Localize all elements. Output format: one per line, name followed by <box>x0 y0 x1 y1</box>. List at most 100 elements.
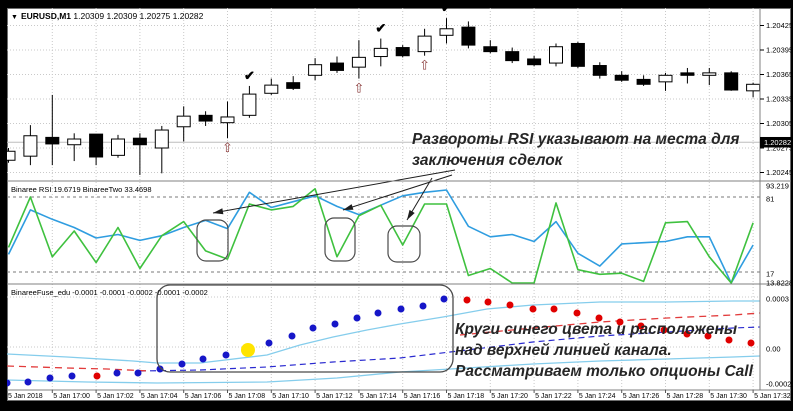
candle-bullish[interactable] <box>67 138 82 146</box>
rsi-scale-label: 93.219 <box>766 182 789 191</box>
collapse-triangle-icon[interactable]: ▼ <box>11 14 18 21</box>
candle-bullish[interactable] <box>176 115 191 128</box>
time-axis-label: 5 Jan 17:14 <box>360 393 397 400</box>
time-axis-label: 5 Jan 17:06 <box>185 393 222 400</box>
blue-signal-dot <box>265 339 273 347</box>
blue-signal-dot <box>397 305 405 313</box>
candle-bullish[interactable] <box>351 56 366 68</box>
candle-bullish[interactable] <box>373 47 388 58</box>
time-axis-label: 5 Jan 17:22 <box>535 393 572 400</box>
blue-signal-dot <box>24 378 32 386</box>
candle-bearish[interactable] <box>198 114 213 122</box>
candle-bullish[interactable] <box>417 35 432 53</box>
blue-signal-dot <box>222 351 230 359</box>
blue-signal-dot <box>178 360 186 368</box>
candle-bullish[interactable] <box>23 135 38 157</box>
highlight-boxes <box>156 217 454 373</box>
rsi-line-blue <box>7 189 754 284</box>
price-scale-label: 1.20275 <box>766 144 791 153</box>
candle-bullish[interactable] <box>154 129 169 149</box>
candle-bullish[interactable] <box>242 93 257 116</box>
candle-bearish[interactable] <box>570 42 585 67</box>
candle-bearish[interactable] <box>461 26 476 46</box>
rsi-annotation-text: Развороты RSI указывают на места для зак… <box>412 129 739 171</box>
candle-bullish[interactable] <box>264 84 279 94</box>
candles[interactable] <box>7 18 761 175</box>
up-arrow-signal-icon: ⇧ <box>353 81 364 96</box>
rsi-indicator-label: Binaree RSI 19.6719 BinareeTwo 33.4698 <box>11 185 152 194</box>
chart-title-bar: ▼ EURUSD,M1 1.20309 1.20309 1.20275 1.202… <box>11 11 203 21</box>
fuse-highlight-box <box>156 284 454 373</box>
red-signal-dot <box>637 322 645 330</box>
red-signal-dot <box>93 372 101 380</box>
candle-bullish[interactable] <box>308 64 323 76</box>
blue-signal-dot <box>113 369 121 377</box>
red-signal-dot <box>573 309 581 317</box>
candle-bullish[interactable] <box>549 46 563 64</box>
candle-bullish[interactable] <box>702 72 717 76</box>
candle-bearish[interactable] <box>132 137 147 146</box>
candle-bearish[interactable] <box>286 82 301 89</box>
price-scale[interactable]: 1.20425 1.20395 1.20365 1.20335 1.20305 1.202… <box>760 21 791 389</box>
up-arrow-signal-icon: ⇧ <box>222 140 233 155</box>
red-signal-dot <box>660 326 668 334</box>
blue-signal-dot <box>68 372 76 380</box>
blue-signal-dot <box>7 379 11 387</box>
candle-bearish[interactable] <box>592 65 607 76</box>
rsi-series <box>7 188 754 284</box>
time-axis-label: 5 Jan 17:16 <box>404 393 441 400</box>
candle-bearish[interactable] <box>330 62 344 71</box>
yellow-signal-dot <box>241 343 255 357</box>
blue-signal-dot <box>309 324 317 332</box>
time-axis-label: 5 Jan 17:18 <box>448 393 485 400</box>
fuse-annotation-line-2: над верхней линией канала. <box>455 342 672 359</box>
rsi-annotation-line-1: Развороты RSI указывают на места для <box>412 131 740 148</box>
time-axis-label: 5 Jan 17:02 <box>97 393 134 400</box>
check-mark-icon: ✔ <box>441 8 452 15</box>
candle-bearish[interactable] <box>483 46 498 53</box>
blue-signal-dot <box>156 365 164 373</box>
candle-bearish[interactable] <box>680 72 695 76</box>
red-signal-dot <box>529 305 537 313</box>
time-axis-label: 5 Jan 17:24 <box>579 393 616 400</box>
red-signal-dot <box>704 332 712 340</box>
candle-bearish[interactable] <box>395 47 410 57</box>
candle-bearish[interactable] <box>614 74 629 81</box>
candle-bearish[interactable] <box>527 58 542 66</box>
red-dashed-line-left <box>7 365 151 372</box>
candle-bullish[interactable] <box>439 28 454 36</box>
price-scale-label: 1.20335 <box>766 95 791 104</box>
time-axis-label: 5 Jan 17:26 <box>623 393 660 400</box>
time-axis-label: 5 Jan 17:32 <box>754 393 791 400</box>
ohlc-quotes-label: 1.20309 1.20309 1.20275 1.20282 <box>73 11 204 21</box>
candle-bullish[interactable] <box>111 138 125 156</box>
fuse-panel-dots <box>7 295 755 387</box>
candle-bullish[interactable] <box>7 150 16 161</box>
blue-signal-dot <box>419 302 427 310</box>
candle-bullish[interactable] <box>746 83 761 92</box>
time-axis-label: 5 Jan 17:10 <box>272 393 309 400</box>
current-price-value: 1.20282 <box>764 138 791 147</box>
fuse-indicator-label: BinareeFuse_edu -0.0001 -0.0001 -0.0002 … <box>11 288 208 297</box>
rsi-highlight-box <box>324 217 356 262</box>
candle-bullish[interactable] <box>220 116 235 124</box>
time-axis-label: 5 Jan 17:04 <box>141 393 178 400</box>
candle-bearish[interactable] <box>636 78 651 85</box>
candle-bearish[interactable] <box>89 133 104 158</box>
fuse-annotation-line-1: Круги синего цвета и расположены <box>455 321 738 338</box>
candle-bearish[interactable] <box>45 136 60 145</box>
candle-bullish[interactable] <box>658 74 673 83</box>
annotation-arrowhead <box>343 204 354 210</box>
candle-bearish[interactable] <box>505 51 520 62</box>
blue-signal-dot <box>199 355 207 363</box>
rsi-highlight-box <box>196 219 229 262</box>
blue-signal-dot <box>46 374 54 382</box>
candle-bearish[interactable] <box>724 72 739 91</box>
chart-canvas[interactable]: ✔ ✔ ✔ ⇧ ⇧ ⇧ 1.20425 1.20395 1.20365 1.20335 1.2030… <box>7 8 791 401</box>
price-scale-label: 1.20365 <box>766 70 791 79</box>
blue-signal-dot <box>374 309 382 317</box>
time-axis[interactable]: 5 Jan 2018 5 Jan 17:00 5 Jan 17:02 5 Jan 17… <box>8 390 791 400</box>
lower-channel-line <box>7 355 761 384</box>
price-scale-label: 1.20305 <box>766 119 791 128</box>
